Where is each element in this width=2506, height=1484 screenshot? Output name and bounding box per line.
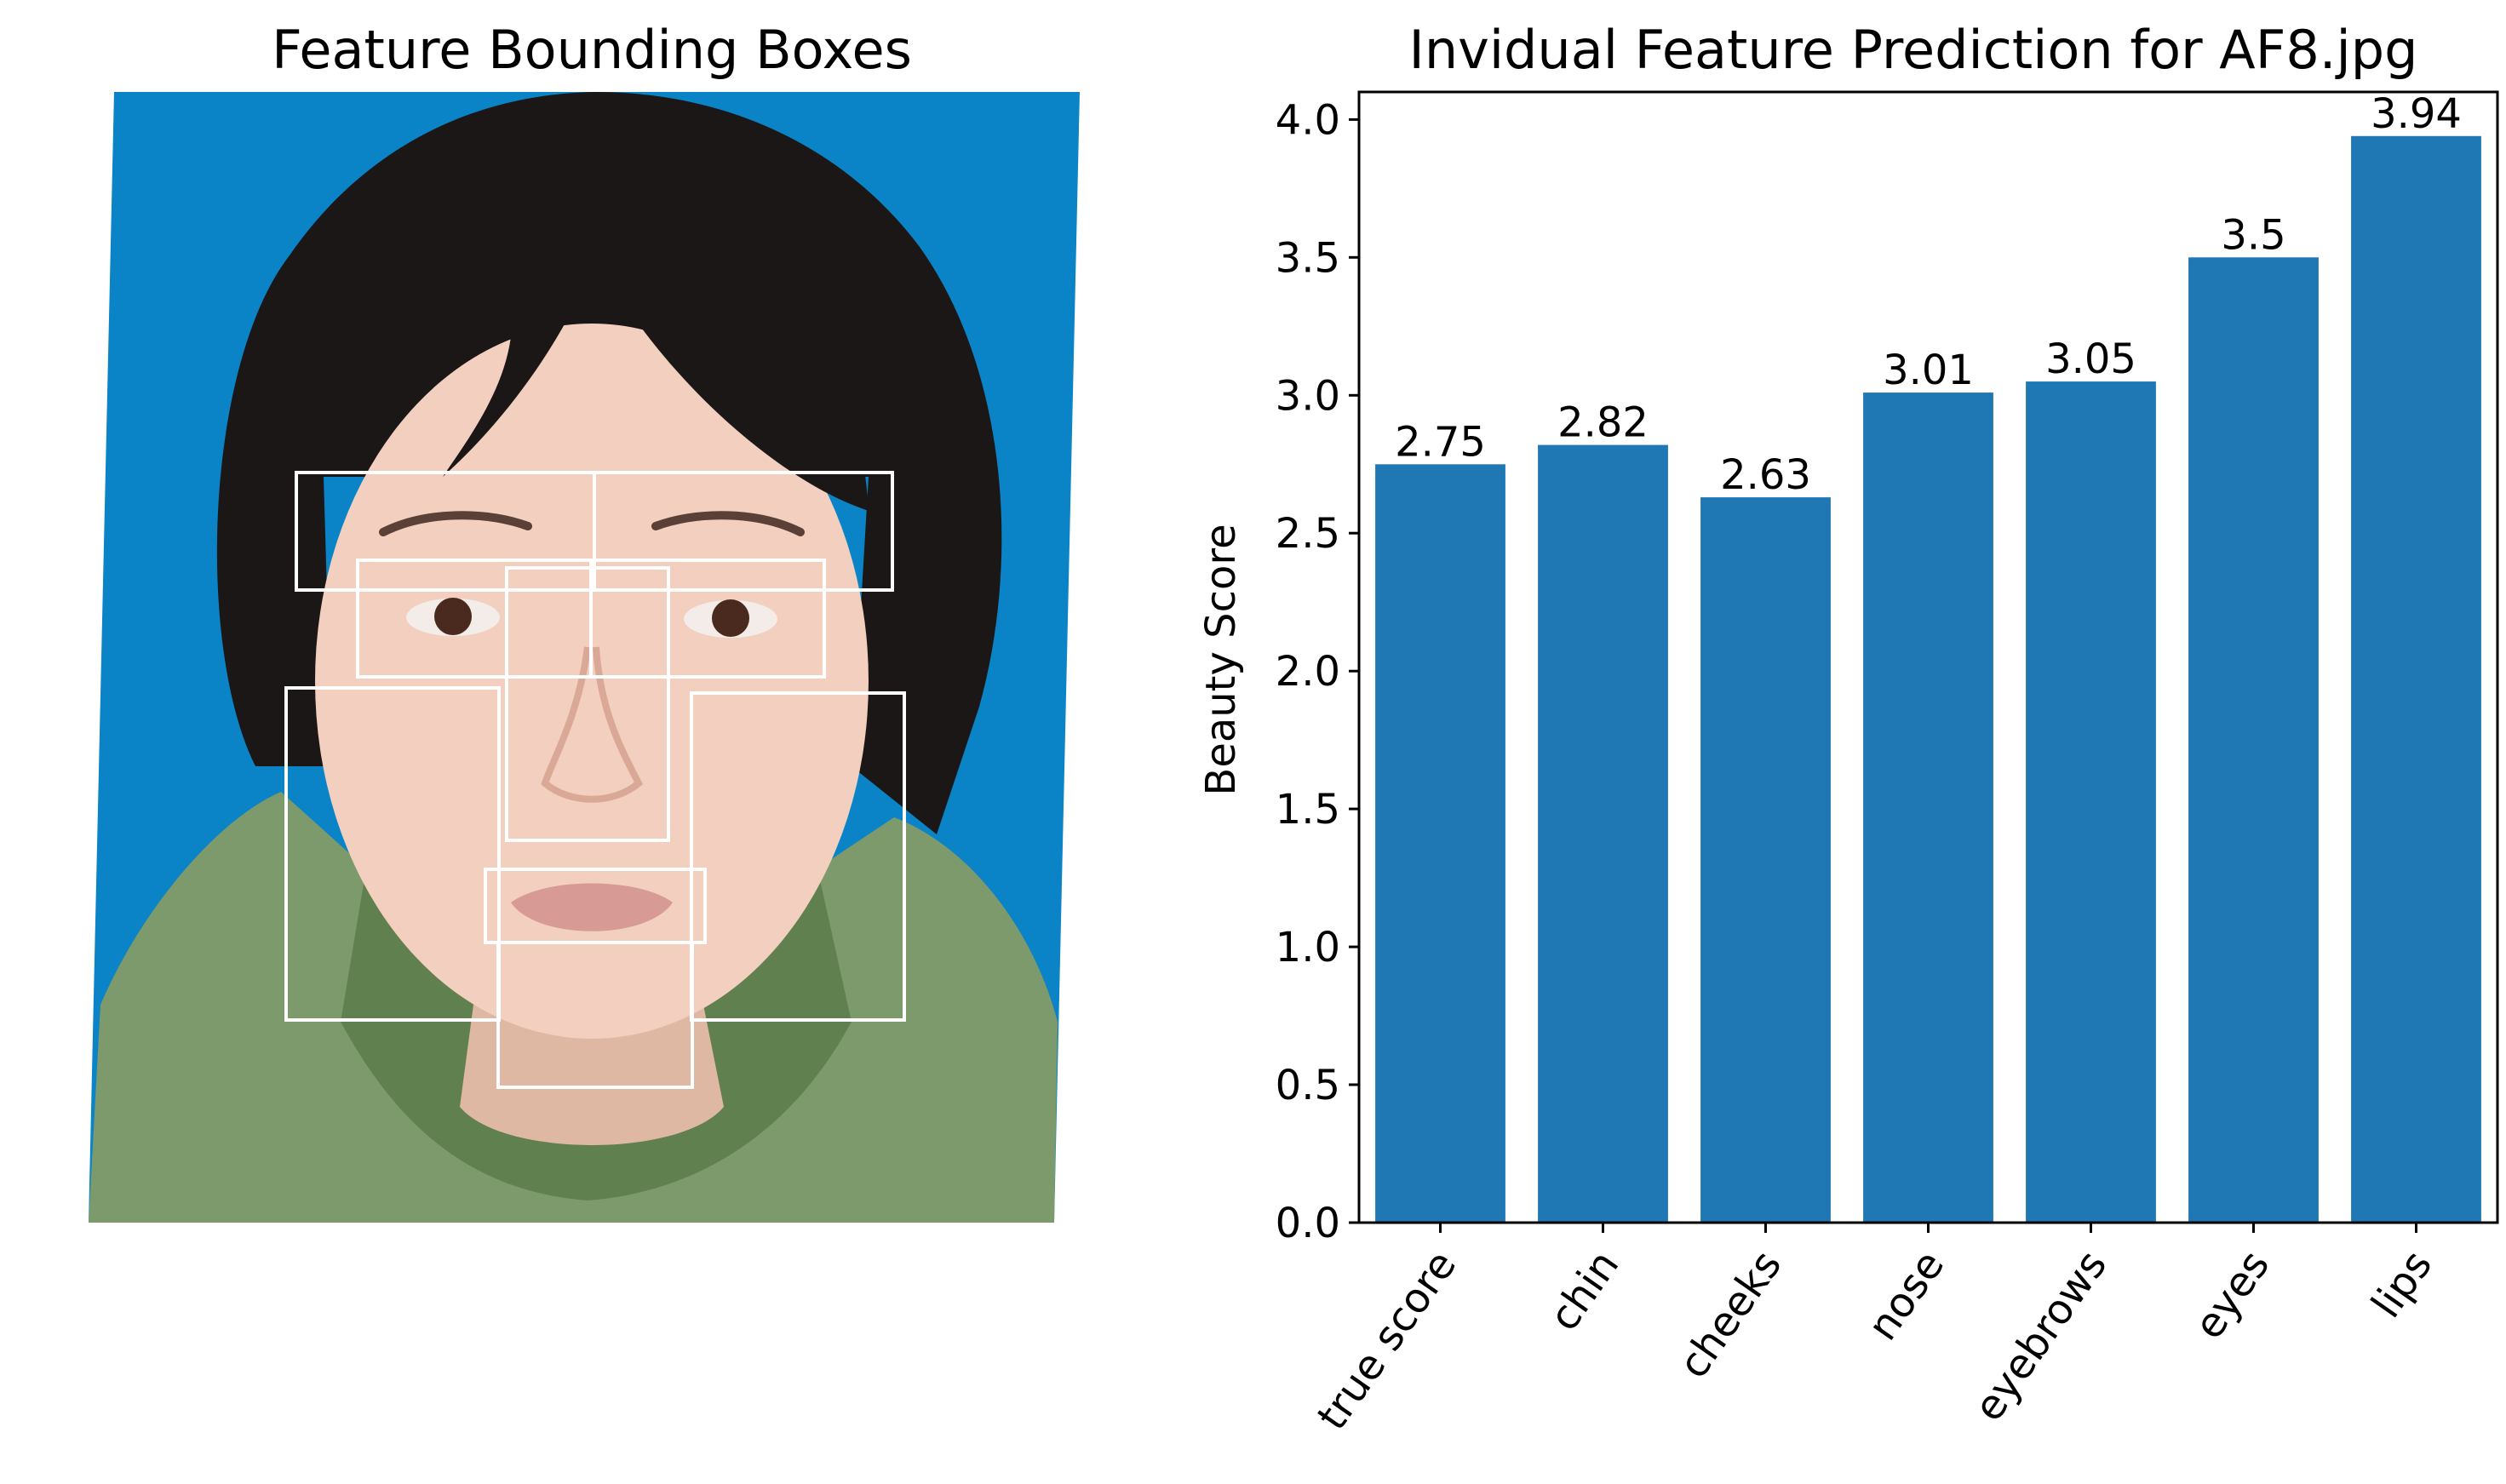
nose (541, 646, 643, 803)
right-cheek-box (690, 691, 906, 1022)
y-tick-label: 1.5 (1276, 786, 1340, 834)
y-axis-label: Beauty Score (1197, 524, 1245, 795)
left-eyebrow (379, 511, 532, 536)
x-tick-label-true-score: true score (1308, 1242, 1465, 1439)
bar-eyebrows (2026, 381, 2156, 1223)
data-label-chin: 2.82 (1557, 399, 1649, 447)
left-cheek-box (284, 686, 501, 1022)
data-label-eyes: 3.5 (2221, 211, 2285, 259)
bar-eyes (2188, 257, 2319, 1223)
chin-box (496, 941, 694, 1089)
y-tick-label: 0.0 (1276, 1200, 1340, 1247)
feature-boxes (284, 471, 906, 1089)
y-tick-label: 2.0 (1276, 648, 1340, 696)
right-eyebrow (651, 511, 805, 536)
bar-lips (2351, 135, 2481, 1223)
plot-area: 2.75 true score 2.82 chin 2.63 cheeks 3.01 nose… (1276, 90, 2499, 1439)
left-panel-title: Feature Bounding Boxes (272, 19, 912, 81)
data-label-eyebrows: 3.05 (2045, 335, 2136, 383)
bar-true-score (1375, 464, 1505, 1223)
data-label-nose: 3.01 (1883, 347, 1974, 394)
chart-title: Invidual Feature Prediction for AF8.jpg (1409, 19, 2418, 81)
y-tick-label: 0.5 (1276, 1062, 1340, 1109)
data-label-cheeks: 2.63 (1720, 451, 1811, 499)
y-tick-label: 3.0 (1276, 372, 1340, 420)
data-label-lips: 3.94 (2371, 90, 2462, 138)
right-iris (712, 599, 749, 637)
axes-frame (1357, 90, 2499, 1224)
left-iris (434, 598, 472, 635)
data-label-true-score: 2.75 (1395, 418, 1486, 466)
face (315, 324, 869, 1039)
x-tick-label-nose: nose (1859, 1242, 1953, 1349)
hair-fringe (305, 204, 869, 528)
lips (511, 883, 673, 931)
face-photo (89, 92, 1080, 1223)
bar-cheeks (1700, 497, 1831, 1223)
x-tick-label-chin: chin (1540, 1242, 1629, 1340)
y-tick-label: 2.5 (1276, 510, 1340, 558)
x-tick-label-lips: lips (2362, 1242, 2441, 1326)
y-tick-label: 3.5 (1276, 234, 1340, 282)
x-tick-label-eyebrows: eyebrows (1964, 1242, 2116, 1430)
bar-nose (1863, 392, 1993, 1223)
bar-chart: Invidual Feature Prediction for AF8.jpg … (1197, 19, 2499, 1439)
bar-chin (1538, 444, 1668, 1223)
y-tick-label: 1.0 (1276, 924, 1340, 971)
x-tick-label-eyes: eyes (2185, 1242, 2279, 1348)
bounding-box-panel: Feature Bounding Boxes (89, 19, 1080, 1223)
y-tick-label: 4.0 (1276, 96, 1340, 144)
nose-box (505, 566, 670, 842)
x-tick-label-cheeks: cheeks (1670, 1242, 1792, 1387)
